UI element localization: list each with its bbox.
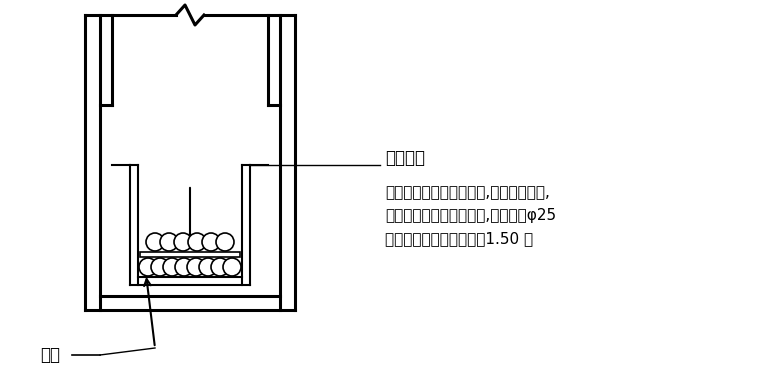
- Circle shape: [146, 233, 164, 251]
- Circle shape: [187, 258, 205, 276]
- Circle shape: [174, 233, 192, 251]
- Circle shape: [211, 258, 229, 276]
- Circle shape: [199, 258, 217, 276]
- Circle shape: [202, 233, 220, 251]
- Bar: [140, 252, 240, 257]
- Circle shape: [216, 233, 234, 251]
- Text: 分隔钢筋直径与主筋相同,但不小于φ25: 分隔钢筋直径与主筋相同,但不小于φ25: [385, 208, 556, 223]
- Circle shape: [223, 258, 241, 276]
- Text: 分隔钢筋的间距不应大于1.50 米: 分隔钢筋的间距不应大于1.50 米: [385, 231, 533, 246]
- Circle shape: [139, 258, 157, 276]
- Circle shape: [188, 233, 206, 251]
- Circle shape: [160, 233, 178, 251]
- Text: 分隔钢筋: 分隔钢筋: [385, 149, 425, 167]
- Circle shape: [163, 258, 181, 276]
- Text: 主筋: 主筋: [40, 346, 60, 364]
- Circle shape: [151, 258, 169, 276]
- Circle shape: [175, 258, 193, 276]
- Text: 在多于一层钢筋的情况下,应加分隔钢筋,: 在多于一层钢筋的情况下,应加分隔钢筋,: [385, 185, 550, 200]
